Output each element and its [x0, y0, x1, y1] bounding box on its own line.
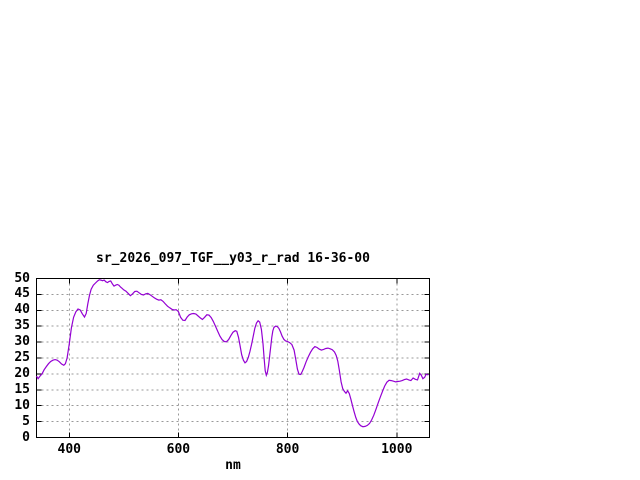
spectrum-line [35, 279, 429, 428]
chart-title: sr_2026_097_TGF__y03_r_rad 16-36-00 [96, 251, 370, 266]
x-tick-label: 800 [275, 442, 300, 457]
y-tick-label: 20 [14, 365, 30, 381]
y-tick-label: 10 [14, 397, 30, 413]
y-tick-label: 25 [14, 350, 30, 365]
x-tick-label: 400 [57, 442, 81, 457]
x-tick-label: 600 [166, 442, 191, 457]
tick-marks [36, 278, 430, 438]
x-axis-label: nm [225, 458, 241, 473]
y-tick-label: 40 [14, 302, 30, 318]
y-tick-label: 50 [14, 270, 30, 286]
y-tick-label: 5 [22, 413, 30, 429]
x-tick-label: 1000 [381, 442, 413, 457]
y-tick-label: 45 [14, 286, 30, 302]
y-tick-label: 35 [14, 318, 30, 334]
y-tick-label: 30 [14, 334, 30, 350]
y-tick-label: 0 [22, 429, 30, 445]
y-tick-label: 15 [14, 381, 30, 397]
grid-lines [36, 278, 430, 438]
